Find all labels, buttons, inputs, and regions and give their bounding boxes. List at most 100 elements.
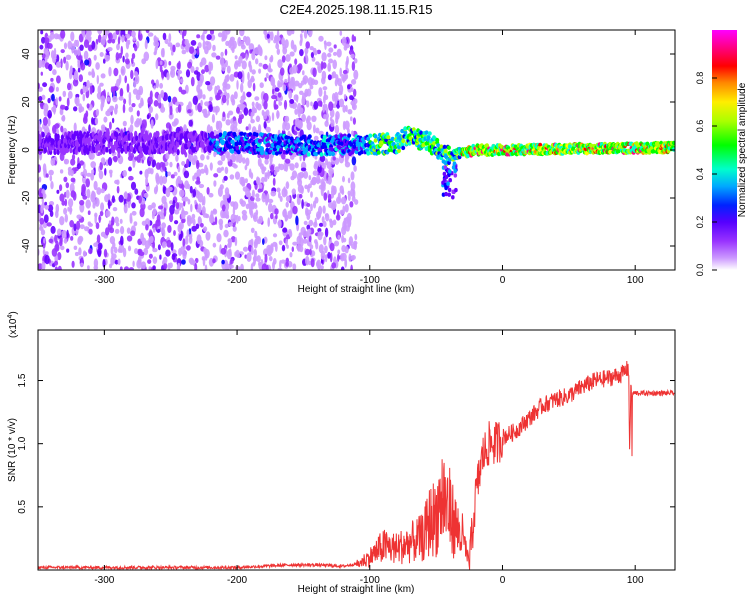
heatmap-cell xyxy=(183,245,186,250)
heatmap-cell xyxy=(56,189,60,194)
heatmap-cell xyxy=(224,48,228,56)
heatmap-cell xyxy=(289,154,295,160)
heatmap-cell xyxy=(49,210,54,217)
heatmap-cell xyxy=(349,95,354,101)
heatmap-cell xyxy=(40,229,46,236)
heatmap-cell xyxy=(221,37,224,42)
heatmap-cell xyxy=(426,135,431,140)
heatmap-cell xyxy=(114,228,120,234)
heatmap-cell xyxy=(63,238,68,244)
heatmap-cell xyxy=(57,265,62,270)
heatmap-cell xyxy=(43,103,49,112)
heatmap-cell xyxy=(56,75,61,84)
heatmap-cell xyxy=(373,134,378,139)
heatmap-cell xyxy=(313,50,318,56)
heatmap-cell xyxy=(176,149,180,156)
heatmap-cell xyxy=(223,175,228,181)
heatmap-cell xyxy=(324,213,329,218)
heatmap-cell xyxy=(291,188,296,195)
heatmap-cell xyxy=(208,104,213,113)
heatmap-cell xyxy=(307,228,312,234)
heatmap-cell xyxy=(353,36,357,42)
heatmap-cell xyxy=(327,52,332,58)
heatmap-cell xyxy=(167,225,172,233)
heatmap-cell xyxy=(323,192,328,201)
heatmap-cell xyxy=(86,131,90,138)
heatmap-cell xyxy=(306,203,311,207)
heatmap-cell xyxy=(117,248,122,253)
heatmap-cell xyxy=(181,218,186,224)
heatmap-cell xyxy=(169,213,174,223)
heatmap-cell xyxy=(42,116,48,126)
heatmap-cell xyxy=(361,139,366,145)
heatmap-cell xyxy=(305,41,311,49)
heatmap-cell xyxy=(259,47,263,57)
heatmap-cell xyxy=(332,219,337,226)
heatmap-cell xyxy=(236,149,241,155)
heatmap-cell xyxy=(313,100,319,110)
heatmap-cell xyxy=(41,94,46,101)
heatmap-cell xyxy=(114,216,119,224)
heatmap-cell xyxy=(272,261,275,270)
heatmap-cell xyxy=(313,124,316,134)
heatmap-cell xyxy=(63,207,68,215)
heatmap-cell xyxy=(331,151,336,157)
heatmap-cell xyxy=(67,206,70,212)
heatmap-cell xyxy=(185,43,190,53)
heatmap-cell xyxy=(124,58,130,65)
heatmap-cell xyxy=(130,69,134,80)
heatmap-cell xyxy=(286,30,293,36)
heatmap-cell xyxy=(273,99,277,110)
heatmap-cell xyxy=(320,250,326,260)
heatmap-cell xyxy=(251,101,255,107)
heatmap-cell xyxy=(108,220,112,225)
heatmap-cell xyxy=(318,205,323,216)
snr-frame xyxy=(37,329,676,571)
heatmap-cell xyxy=(317,264,321,270)
heatmap-cell xyxy=(200,154,205,161)
heatmap-cell xyxy=(165,171,168,178)
heatmap-cell xyxy=(144,39,148,50)
heatmap-cell xyxy=(177,179,183,184)
heatmap-cell xyxy=(120,45,124,56)
heatmap-cell xyxy=(66,229,69,238)
heatmap-cell xyxy=(262,238,265,246)
heatmap-cell xyxy=(44,49,49,55)
heatmap-cell xyxy=(155,162,161,170)
heatmap-cell xyxy=(305,248,310,256)
heatmap-cell xyxy=(157,94,162,104)
heatmap-cell xyxy=(246,192,252,198)
heatmap-cell xyxy=(158,101,162,109)
heatmap-cell xyxy=(255,197,261,202)
heatmap-cell xyxy=(342,69,348,75)
heatmap-cell xyxy=(165,188,171,198)
heatmap-cell xyxy=(97,85,102,95)
heatmap-cell xyxy=(107,199,111,210)
heatmap-cell xyxy=(70,177,76,183)
heatmap-cell xyxy=(87,265,90,270)
heatmap-cell xyxy=(289,99,295,104)
heatmap-cell xyxy=(152,208,157,216)
heatmap-cell xyxy=(278,191,281,199)
heatmap-cell xyxy=(56,228,62,236)
heatmap-cell xyxy=(218,129,223,134)
heatmap-cell xyxy=(67,40,73,50)
heatmap-cell xyxy=(320,258,324,264)
heatmap-cell xyxy=(263,30,268,36)
heatmap-cell xyxy=(204,252,208,261)
heatmap-cell xyxy=(310,101,313,107)
heatmap-cell xyxy=(307,183,312,189)
heatmap-cell xyxy=(258,62,263,67)
heatmap-cell xyxy=(152,248,158,253)
spectrogram-y-label: Frequency (Hz) xyxy=(7,116,18,185)
heatmap-cell xyxy=(327,251,331,259)
heatmap-cell xyxy=(258,215,264,223)
heatmap-cell xyxy=(292,263,297,270)
heatmap-cell xyxy=(339,67,343,77)
heatmap-cell xyxy=(282,43,286,50)
heatmap-cell xyxy=(86,172,92,177)
heatmap-cell xyxy=(306,121,312,131)
snr-series-line xyxy=(38,360,675,570)
heatmap-cell xyxy=(567,144,572,149)
heatmap-cell xyxy=(338,98,345,108)
